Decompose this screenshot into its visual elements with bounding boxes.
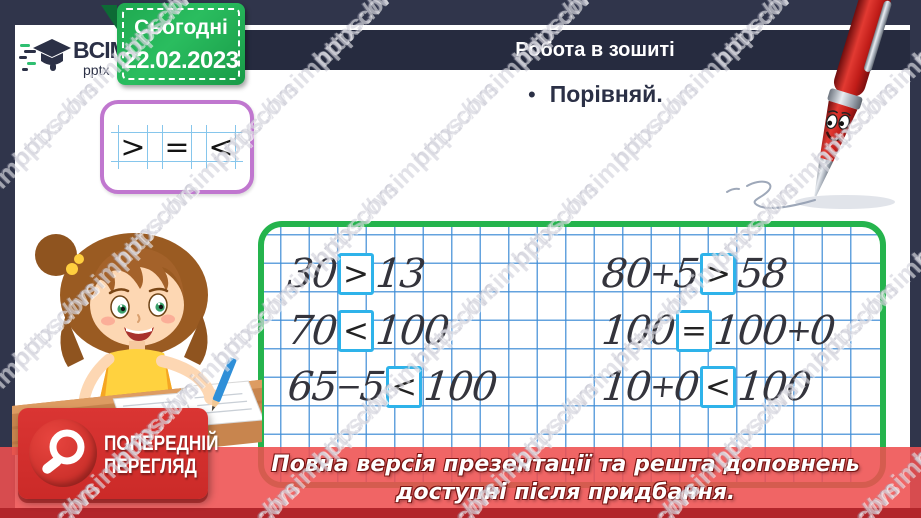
comparison-answer-box: < [338,310,374,352]
preview-badge-line1: ПОПЕРЕДНІЙ [104,432,219,455]
logo-subtitle: pptx [83,61,110,78]
bottom-red-strip [0,508,921,518]
magnifier-circle [29,419,97,487]
comparison-symbols-box: > = < [100,100,254,194]
cartoon-pen-illustration [715,0,910,242]
bullet-icon: • [528,81,536,107]
handwritten-char: 0 [671,364,702,410]
preview-badge-line2: ПЕРЕГЛЯД [104,455,197,478]
handwritten-char: 8 [759,251,790,297]
slide-title: Робота в зошиті [515,39,675,61]
equation-row3-left: 6 5−5 <1 0 0 [286,364,500,410]
equation-row3-right: 1 0 +0 <1 0 0 [600,364,814,410]
handwritten-char: 0 [807,308,838,354]
purchase-banner-line1: Повна версія презентації та решта доповн… [271,452,860,477]
purchase-banner-line2: доступні після придбання. [395,480,736,505]
comparison-answer-box: > [338,253,374,295]
handwritten-char: 0 [309,251,340,297]
handwritten-char: 5 [357,364,388,410]
magnifier-icon [42,429,85,474]
equation-row1-right: 8 0 +5 >5 8 [600,251,790,297]
handwritten-char: 0 [469,364,500,410]
equation-row1-left: 3 0 >1 3 [286,251,428,297]
comparison-answer-box: = [676,310,712,352]
date-badge-date: 22.02.2023 [123,47,239,74]
graduation-cap-icon [19,35,71,80]
date-badge-dashed-border [122,8,240,80]
task-label: Порівняй. [549,81,663,107]
handwritten-char: 0 [421,308,452,354]
logo-box: BCIM pptx [15,25,129,95]
handwritten-char: 5 [671,251,702,297]
greater-than-symbol: > [111,125,155,169]
comparison-answer-box: < [386,366,422,408]
comparison-answer-box: > [700,253,736,295]
date-badge-label: Сьогодні [134,16,228,39]
equation-row2-left: 7 0 <1 0 0 [286,308,452,354]
task-line: • Порівняй. [528,81,663,108]
equation-row2-right: 1 0 0 = 1 0 0 +0 [600,308,838,354]
less-than-symbol: < [199,125,243,169]
handwritten-char: 3 [397,251,428,297]
preview-badge[interactable]: ПОПЕРЕДНІЙ ПЕРЕГЛЯД [18,408,218,499]
date-badge: Сьогодні 22.02.2023 [101,3,245,85]
equals-symbol: = [155,125,199,169]
logo-title: BCIM [73,36,129,63]
handwritten-char: 0 [309,308,340,354]
worksheet-grid-box: 3 0 >1 3 8 0 +5 >5 8 7 0 <1 0 0 1 0 0 = 1 0 0 +0 6 5−5 <1 0 0 … [258,221,886,488]
handwritten-char: 0 [783,364,814,410]
comparison-answer-box: < [700,366,736,408]
handwritten-char: 0 [647,308,678,354]
